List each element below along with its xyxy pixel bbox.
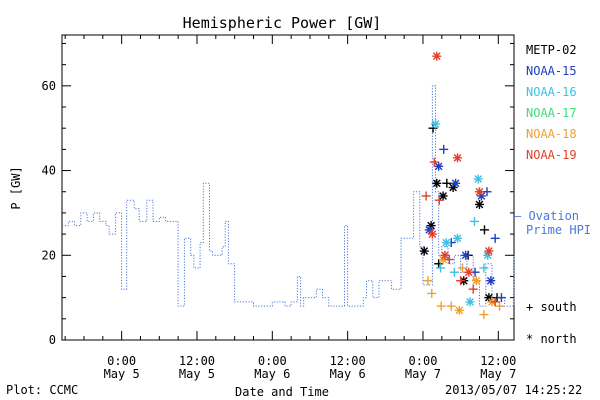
north-point [431,119,441,129]
x-tick-time-label: 0:00 [409,354,438,368]
south-point [434,259,444,269]
south-point [423,276,433,286]
north-point [440,250,450,260]
south-point [482,187,492,197]
north-point [486,276,496,286]
south-point [496,293,506,303]
south-point [429,157,439,167]
legend-item: NOAA-19 [526,148,577,162]
chart-title: Hemispheric Power [GW] [183,14,382,32]
south-point [421,191,431,201]
x-tick-date-label: May 6 [254,367,290,381]
north-point [438,191,448,201]
north-point [453,153,462,163]
north-point [474,187,484,197]
south-point [479,263,489,273]
south-point [436,301,446,311]
legend-item: NOAA-18 [526,127,577,141]
x-tick-time-label: 0:00 [258,354,287,368]
legend-item: METP-02 [526,43,577,57]
north-point [473,174,483,184]
north-point [471,276,481,286]
x-tick-time-label: 12:00 [330,354,366,368]
north-point [453,233,462,243]
legend-item: NOAA-15 [526,64,577,78]
legend-ovation-label: – Ovation [514,209,579,223]
legend-ovation-label-2: Prime HPI [526,223,591,237]
x-tick-date-label: May 5 [179,367,215,381]
north-point [454,305,464,315]
south-point [479,225,489,235]
south-point [490,297,500,307]
south-point [495,301,505,311]
north-point [451,178,461,188]
north-point [434,161,444,171]
legend-item: NOAA-16 [526,85,577,99]
legend-south-marker: + south [526,300,577,314]
north-point [441,238,451,248]
x-tick-date-label: May 7 [405,367,441,381]
north-point [484,246,494,256]
x-axis-label: Date and Time [235,385,329,399]
south-point [490,233,500,243]
y-tick-label: 0 [49,333,56,347]
legend: METP-02 NOAA-15 NOAA-16 NOAA-17 NOAA-18 NOAA-… [514,43,591,346]
south-point [469,216,479,226]
south-point [444,255,454,265]
north-point [432,51,442,61]
north-point [432,178,442,188]
plot-timestamp: 2013/05/07 14:25:22 [445,383,583,397]
y-axis-label: P [GW] [9,166,23,209]
x-tick-date-label: May 6 [330,367,366,381]
south-point [439,144,449,154]
x-tick-date-label: May 5 [104,367,140,381]
plot-credit: Plot: CCMC [6,383,79,397]
south-point [456,276,466,286]
south-point [449,267,459,277]
x-tick-time-label: 12:00 [480,354,516,368]
y-tick-label: 60 [42,79,56,93]
north-point [474,199,484,209]
north-point [419,246,429,256]
south-point [434,195,444,205]
y-tick-label: 40 [42,164,56,178]
legend-north-marker: * north [526,332,577,346]
south-point [446,301,456,311]
y-axis: 0 20 40 60 [42,42,514,347]
plot-frame [61,34,515,341]
south-point [427,288,437,298]
south-point [479,310,489,320]
north-point [461,250,471,260]
y-tick-label: 20 [42,248,56,262]
south-point [442,178,452,188]
x-tick-date-label: May 7 [480,367,516,381]
north-point [464,267,474,277]
x-tick-time-label: 0:00 [107,354,136,368]
south-point [436,263,446,273]
south-point [458,263,468,273]
scatter-points [419,51,506,320]
north-point [465,297,475,307]
x-tick-time-label: 12:00 [179,354,215,368]
legend-item: NOAA-17 [526,106,577,120]
south-point [468,284,478,294]
north-point [427,229,437,239]
